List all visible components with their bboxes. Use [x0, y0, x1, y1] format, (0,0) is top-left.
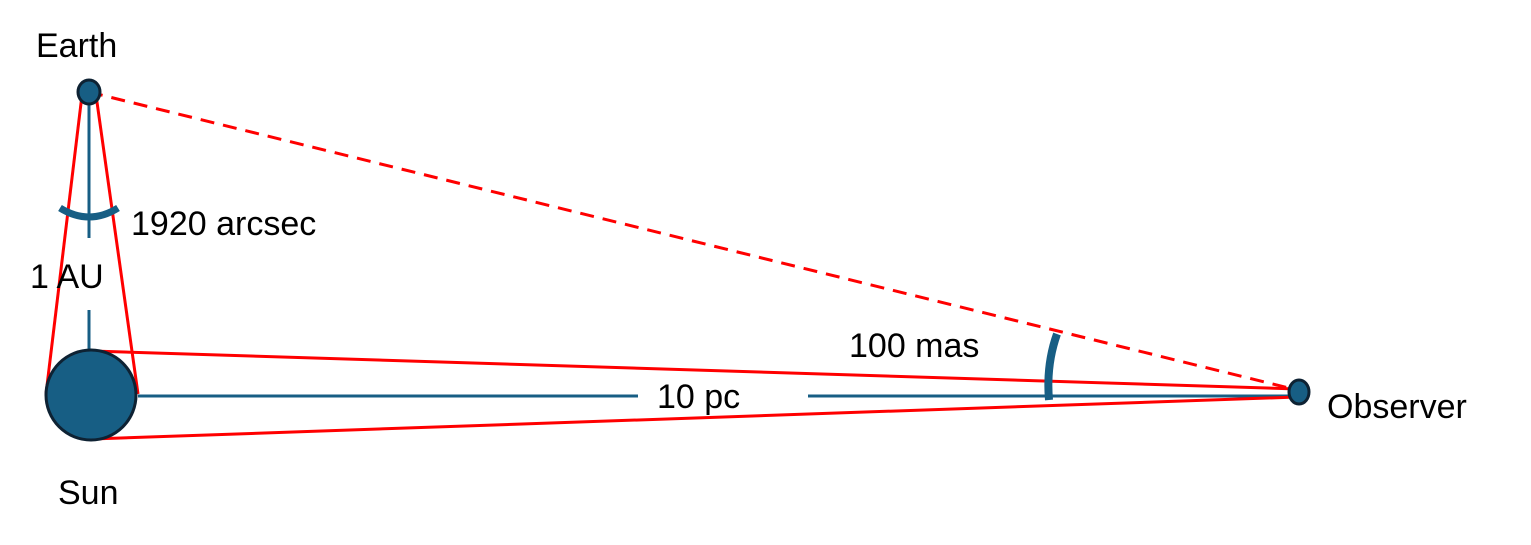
earth-angle-label: 1920 arcsec — [131, 205, 316, 243]
observer-angle-label: 100 mas — [849, 327, 979, 365]
sun-observer-distance-label: 10 pc — [657, 378, 740, 416]
sight-lines — [44, 90, 1298, 441]
earth-body — [76, 78, 102, 106]
earth-to-sun-right-limb-line — [94, 94, 140, 395]
observer-body — [1287, 378, 1311, 406]
sun-label: Sun — [58, 474, 119, 512]
sun-top-to-observer-line — [91, 349, 1298, 391]
sun-bottom-to-observer-line — [91, 395, 1298, 441]
earth-label: Earth — [36, 27, 117, 65]
earth-to-sun-left-limb-line — [44, 94, 84, 395]
observer-angle-arc — [1044, 332, 1061, 401]
sun-body — [44, 348, 138, 442]
observer-label: Observer — [1327, 388, 1467, 426]
earth-angle-arc — [58, 204, 120, 221]
earth-sun-distance-label: 1 AU — [30, 258, 104, 296]
earth-to-observer-dashed-line — [88, 90, 1298, 392]
